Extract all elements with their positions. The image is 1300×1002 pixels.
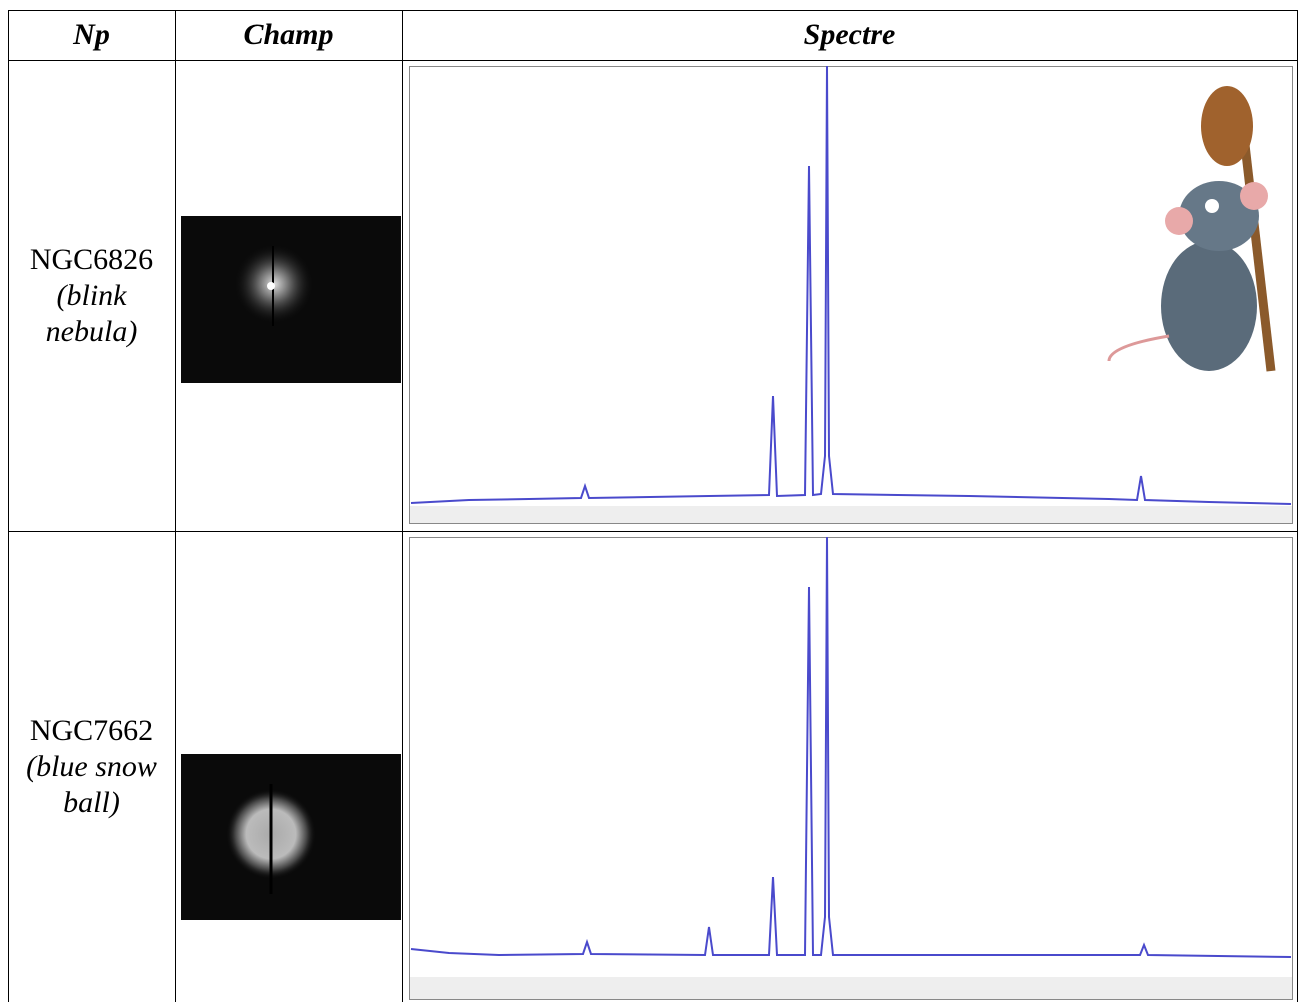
table-border xyxy=(8,60,1297,61)
mascot-illustration xyxy=(1107,86,1276,372)
object-name: NGC6826 xyxy=(29,243,154,276)
object-cell: NGC6826 (blink nebula) xyxy=(8,61,175,531)
table-border xyxy=(402,10,403,1002)
field-image xyxy=(181,754,401,920)
header-cell: Champ xyxy=(243,18,334,51)
header-cell: Np xyxy=(73,18,110,51)
field-image xyxy=(181,216,401,383)
spectrum-image xyxy=(409,66,1293,524)
object-note: (blue snow ball) xyxy=(26,750,157,819)
header-cell: Spectre xyxy=(803,18,896,51)
table-border xyxy=(8,10,9,1002)
spectrum-image xyxy=(409,537,1293,1000)
object-cell: NGC7662 (blue snow ball) xyxy=(8,532,175,1002)
table-border xyxy=(8,10,1297,11)
object-name: NGC7662 xyxy=(29,714,154,747)
table-border xyxy=(1297,10,1298,1002)
object-note: (blink nebula) xyxy=(45,279,138,348)
table-border xyxy=(8,531,1297,532)
table-border xyxy=(175,10,176,1002)
